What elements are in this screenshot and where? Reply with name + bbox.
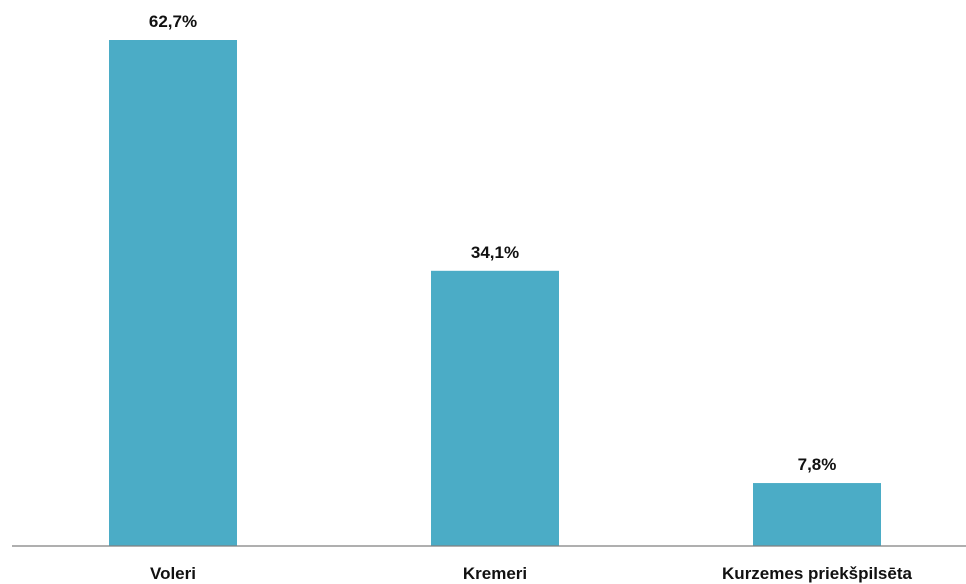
value-label-2: 7,8% <box>798 455 837 474</box>
category-label-2: Kurzemes priekšpilsēta <box>722 564 912 583</box>
value-label-0: 62,7% <box>149 12 197 31</box>
value-label-1: 34,1% <box>471 243 519 262</box>
bar-2 <box>753 483 881 546</box>
category-label-1: Kremeri <box>463 564 527 583</box>
bar-0 <box>109 40 237 546</box>
bar-1 <box>431 270 559 546</box>
category-label-0: Voleri <box>150 564 196 583</box>
bars-group <box>109 40 881 546</box>
category-labels-group: Voleri Kremeri Kurzemes priekšpilsēta <box>150 564 912 583</box>
value-labels-group: 62,7% 34,1% 7,8% <box>149 12 836 474</box>
